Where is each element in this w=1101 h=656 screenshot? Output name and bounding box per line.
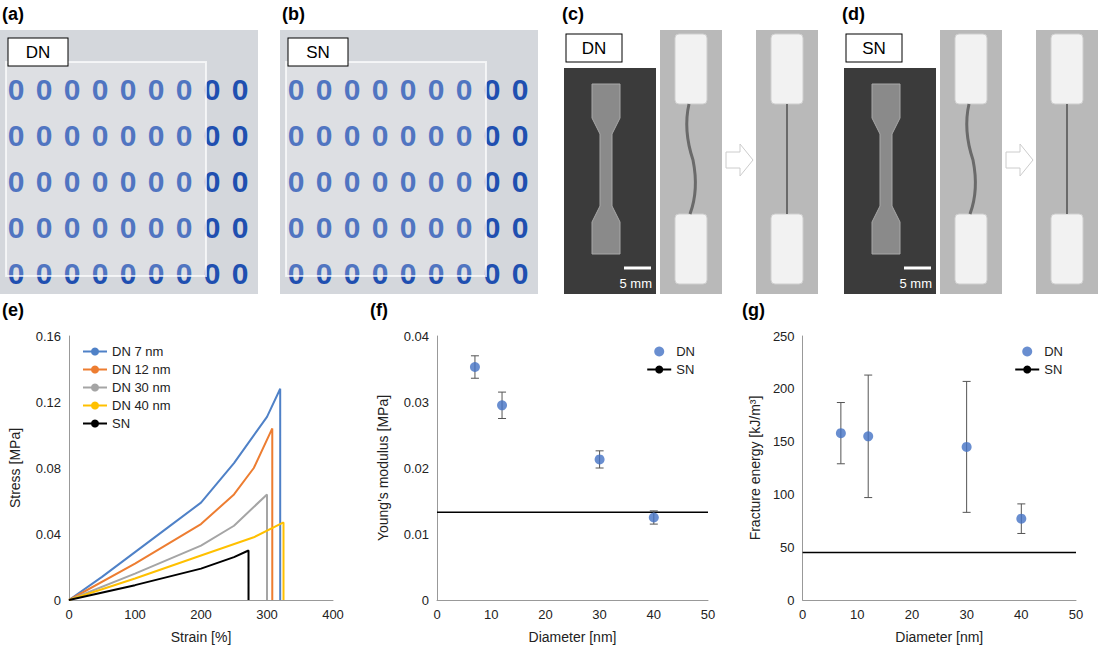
svg-text:0: 0 (512, 119, 529, 152)
html-text:0 0 0 0 0 0 0 0: 0 0 0 0 0 0 0 0 (287, 73, 501, 106)
svg-text:DN 12 nm: DN 12 nm (112, 362, 171, 377)
svg-text:40: 40 (1014, 607, 1028, 622)
svg-text:0: 0 (433, 607, 440, 622)
svg-text:DN: DN (1044, 344, 1063, 359)
svg-text:30: 30 (592, 607, 606, 622)
svg-text:0.03: 0.03 (404, 395, 429, 410)
svg-text:Young's modulus [MPa]: Young's modulus [MPa] (375, 395, 391, 541)
svg-text:(d): (d) (842, 4, 865, 24)
svg-text:0: 0 (512, 211, 529, 244)
svg-text:Fracture energy [kJ/m³]: Fracture energy [kJ/m³] (747, 396, 763, 541)
svg-text:0: 0 (65, 607, 72, 622)
svg-text:0: 0 (232, 257, 249, 290)
svg-text:50: 50 (780, 540, 794, 555)
svg-text:0: 0 (422, 593, 429, 608)
svg-text:400: 400 (322, 607, 344, 622)
svg-text:0.04: 0.04 (404, 329, 429, 344)
svg-text:250: 250 (773, 329, 795, 344)
svg-text:40: 40 (647, 607, 661, 622)
html-text:0 0 0 0 0 0 0 0: 0 0 0 0 0 0 0 0 (7, 119, 221, 152)
html-text:0 0 0 0 0 0 0 0: 0 0 0 0 0 0 0 0 (7, 257, 221, 290)
svg-text:0.12: 0.12 (36, 395, 61, 410)
svg-text:SN: SN (676, 362, 694, 377)
svg-text:SN: SN (862, 39, 886, 58)
svg-text:DN 30 nm: DN 30 nm (112, 380, 171, 395)
svg-text:DN: DN (26, 43, 51, 62)
svg-text:0.08: 0.08 (36, 461, 61, 476)
svg-text:0: 0 (787, 593, 794, 608)
html-text:0 0 0 0 0 0 0 0: 0 0 0 0 0 0 0 0 (287, 165, 501, 198)
svg-text:DN 7 nm: DN 7 nm (112, 344, 163, 359)
svg-text:(a): (a) (2, 4, 24, 24)
html-text:(g): (g) (742, 300, 765, 320)
svg-text:0: 0 (232, 165, 249, 198)
html-text:(f): (f) (370, 300, 388, 320)
svg-text:0.01: 0.01 (404, 527, 429, 542)
svg-text:(b): (b) (282, 4, 305, 24)
svg-text:30: 30 (959, 607, 973, 622)
svg-text:0.02: 0.02 (404, 461, 429, 476)
svg-text:0.16: 0.16 (36, 329, 61, 344)
svg-text:20: 20 (538, 607, 552, 622)
html-text:0 0 0 0 0 0 0 0: 0 0 0 0 0 0 0 0 (7, 73, 221, 106)
svg-text:Stress [MPa]: Stress [MPa] (7, 428, 23, 508)
svg-text:0: 0 (799, 607, 806, 622)
svg-text:0: 0 (232, 73, 249, 106)
svg-text:300: 300 (256, 607, 278, 622)
svg-text:5 mm: 5 mm (620, 276, 653, 291)
svg-text:200: 200 (773, 381, 795, 396)
svg-text:0.04: 0.04 (36, 527, 61, 542)
html-text:0 0 0 0 0 0 0 0: 0 0 0 0 0 0 0 0 (7, 165, 221, 198)
html-text:0 0 0 0 0 0 0 0: 0 0 0 0 0 0 0 0 (287, 257, 501, 290)
svg-text:Strain [%]: Strain [%] (171, 629, 232, 645)
svg-text:0: 0 (232, 211, 249, 244)
svg-text:DN: DN (676, 344, 695, 359)
html-text:0 0 0 0 0 0 0 0: 0 0 0 0 0 0 0 0 (287, 119, 501, 152)
svg-text:(c): (c) (562, 4, 584, 24)
svg-text:Diameter [nm]: Diameter [nm] (529, 629, 617, 645)
svg-text:10: 10 (850, 607, 864, 622)
svg-text:0: 0 (54, 593, 61, 608)
svg-text:0: 0 (232, 119, 249, 152)
svg-text:5 mm: 5 mm (900, 276, 933, 291)
svg-text:0: 0 (512, 257, 529, 290)
svg-text:150: 150 (773, 434, 795, 449)
svg-text:10: 10 (484, 607, 498, 622)
svg-text:200: 200 (190, 607, 212, 622)
html-text:0 0 0 0 0 0 0 0: 0 0 0 0 0 0 0 0 (7, 211, 221, 244)
svg-text:50: 50 (701, 607, 715, 622)
svg-text:DN: DN (582, 39, 607, 58)
svg-text:0: 0 (512, 73, 529, 106)
svg-text:SN: SN (112, 416, 130, 431)
svg-text:SN: SN (1044, 362, 1062, 377)
svg-text:100: 100 (124, 607, 146, 622)
svg-text:DN 40 nm: DN 40 nm (112, 398, 171, 413)
svg-text:100: 100 (773, 487, 795, 502)
svg-text:SN: SN (306, 43, 330, 62)
svg-text:0: 0 (512, 165, 529, 198)
html-text:0 0 0 0 0 0 0 0: 0 0 0 0 0 0 0 0 (287, 211, 501, 244)
html-text:(e): (e) (2, 300, 24, 320)
svg-text:Diameter [nm]: Diameter [nm] (895, 629, 983, 645)
svg-text:50: 50 (1069, 607, 1083, 622)
svg-text:20: 20 (905, 607, 919, 622)
